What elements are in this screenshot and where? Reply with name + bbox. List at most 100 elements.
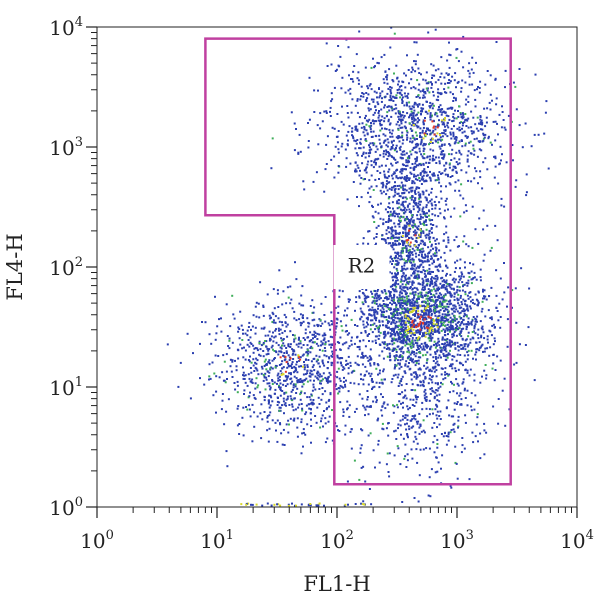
event-point: [469, 291, 472, 294]
event-point: [241, 339, 244, 341]
event-point: [399, 304, 401, 307]
event-point: [296, 417, 299, 420]
event-point: [423, 325, 426, 328]
event-point: [463, 211, 466, 214]
event-point: [279, 386, 282, 389]
event-point: [371, 295, 374, 298]
event-point: [407, 249, 409, 252]
event-point: [250, 343, 253, 345]
event-point: [314, 375, 317, 378]
event-point: [484, 364, 487, 366]
event-point: [217, 355, 220, 357]
event-point: [368, 230, 371, 233]
event-point: [466, 345, 469, 348]
event-point: [405, 101, 408, 104]
event-point: [479, 276, 482, 279]
event-point: [515, 321, 518, 324]
event-point: [213, 372, 216, 375]
event-point: [407, 233, 410, 236]
event-point: [434, 302, 437, 305]
event-point: [361, 353, 364, 355]
event-point: [415, 134, 418, 137]
event-point: [384, 407, 387, 410]
event-point: [316, 325, 319, 328]
event-point: [300, 294, 303, 297]
event-point: [421, 230, 424, 233]
event-point: [256, 347, 259, 350]
event-point: [403, 153, 406, 156]
event-point: [297, 345, 300, 348]
event-point: [500, 159, 502, 162]
event-point: [422, 88, 425, 91]
event-point: [317, 378, 320, 381]
event-point: [362, 178, 365, 181]
event-point: [328, 405, 330, 408]
event-point: [434, 254, 437, 257]
event-point: [432, 344, 435, 347]
event-point: [428, 399, 431, 402]
event-point: [478, 349, 481, 352]
event-point: [439, 110, 442, 113]
event-point: [457, 368, 460, 371]
event-point: [283, 392, 286, 395]
event-point: [498, 113, 501, 116]
event-point: [446, 353, 449, 356]
event-point: [471, 56, 474, 59]
event-point: [415, 202, 417, 205]
event-point: [437, 330, 440, 333]
event-point: [225, 370, 228, 373]
event-point: [374, 339, 377, 342]
event-point: [404, 196, 407, 199]
event-point: [378, 96, 381, 99]
event-point: [453, 316, 456, 319]
event-point: [413, 303, 416, 306]
event-point: [446, 372, 448, 375]
event-point: [344, 91, 347, 94]
event-point: [231, 294, 234, 297]
event-point: [406, 365, 409, 368]
event-point: [398, 382, 401, 385]
event-point: [446, 173, 449, 176]
event-point: [428, 176, 431, 179]
event-point: [302, 431, 305, 434]
event-point: [379, 154, 382, 157]
event-point: [417, 420, 420, 423]
event-point: [340, 325, 343, 328]
event-point: [225, 410, 228, 413]
event-point: [283, 313, 286, 316]
event-point: [368, 355, 371, 358]
event-point: [453, 96, 455, 99]
event-point: [471, 246, 474, 249]
event-point: [410, 274, 413, 277]
event-point: [364, 354, 367, 357]
event-point: [455, 403, 458, 405]
event-point: [444, 91, 446, 94]
event-point: [467, 69, 470, 72]
event-point: [381, 414, 384, 417]
event-point: [458, 121, 461, 124]
event-point: [413, 263, 416, 266]
event-point: [451, 363, 454, 366]
event-point: [420, 291, 423, 294]
event-point: [433, 200, 436, 203]
event-point: [427, 214, 430, 217]
event-point: [323, 314, 326, 316]
event-point: [430, 104, 433, 107]
event-point: [429, 106, 432, 109]
event-point: [314, 331, 317, 334]
event-point: [362, 151, 365, 154]
event-point: [440, 319, 443, 322]
event-point: [288, 372, 291, 375]
event-point: [452, 304, 455, 307]
event-point: [351, 134, 353, 137]
event-point: [430, 310, 433, 313]
event-point: [354, 309, 356, 312]
event-point: [403, 286, 406, 289]
event-point: [411, 304, 414, 307]
event-point: [228, 347, 231, 350]
event-point: [483, 297, 486, 300]
event-point: [427, 345, 430, 348]
event-point: [239, 310, 242, 313]
event-point: [461, 115, 464, 118]
event-point: [414, 123, 417, 126]
